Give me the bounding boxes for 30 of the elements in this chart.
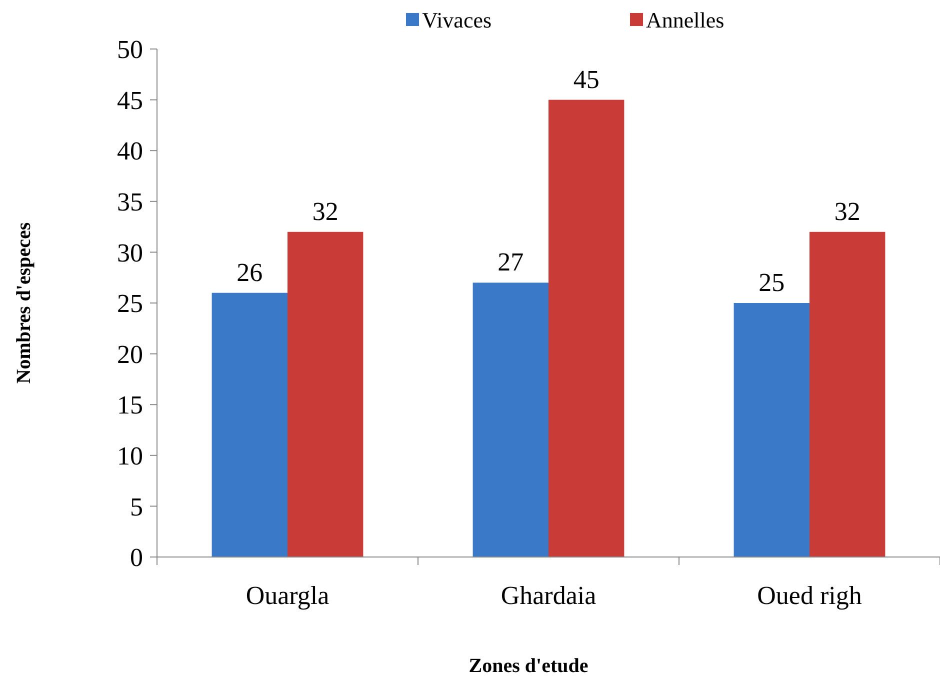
bar	[212, 292, 288, 557]
y-tick-label: 35	[117, 188, 143, 216]
bar	[548, 100, 624, 557]
y-tick-label: 0	[130, 543, 143, 572]
x-tick-label: Ouargla	[246, 581, 330, 610]
bar	[810, 232, 886, 557]
data-label: 32	[312, 196, 338, 226]
y-axis-title: Nombres d'especes	[13, 222, 35, 384]
data-label: 32	[834, 196, 860, 226]
legend-label: Annelles	[646, 8, 724, 33]
x-axis-title: Zones d'etude	[468, 655, 588, 677]
y-tick-label: 25	[117, 289, 143, 318]
y-tick-label: 15	[117, 390, 143, 420]
data-label: 45	[573, 64, 600, 94]
y-tick-label: 30	[117, 238, 143, 268]
data-label: 27	[498, 248, 524, 277]
legend-label: Vivaces	[422, 8, 492, 33]
bar	[472, 282, 548, 557]
data-label: 25	[758, 268, 785, 297]
y-tick-label: 10	[117, 442, 143, 470]
y-tick-label: 50	[117, 35, 143, 64]
x-tick-label: Oued righ	[757, 581, 862, 610]
y-tick-label: 40	[117, 136, 143, 166]
y-tick-label: 20	[117, 340, 143, 369]
y-tick-label: 45	[117, 86, 143, 115]
data-label: 26	[236, 258, 263, 287]
x-tick-label: Ghardaia	[500, 581, 597, 610]
bar	[288, 232, 364, 557]
bar	[734, 303, 810, 557]
y-tick-label: 5	[130, 492, 143, 522]
